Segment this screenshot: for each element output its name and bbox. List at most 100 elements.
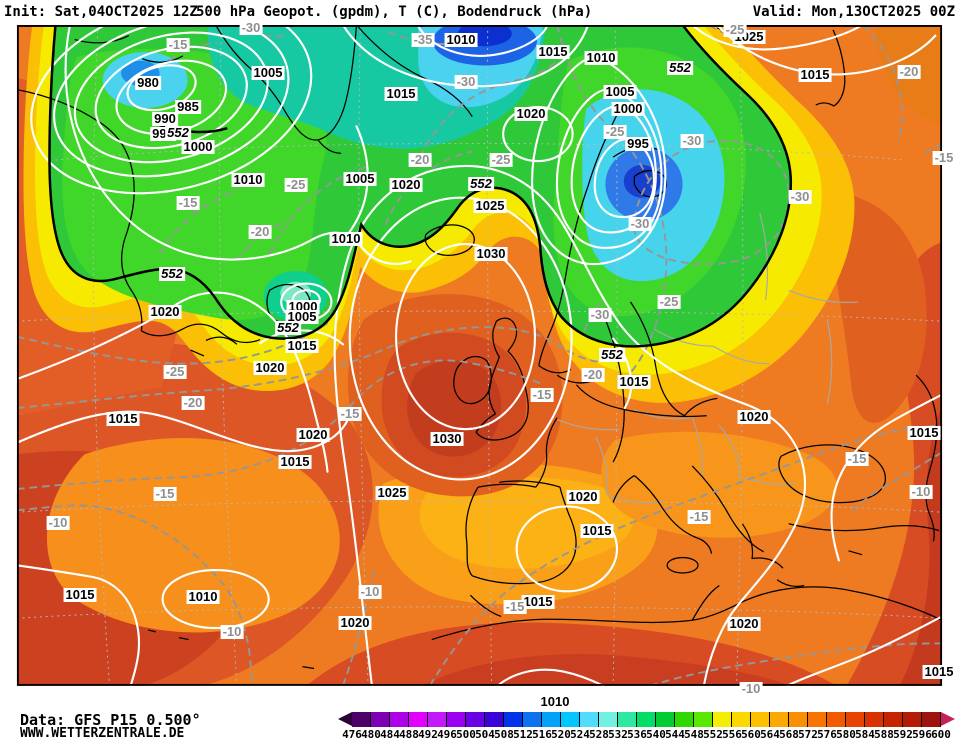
colorbar-tick-label: 500 — [456, 728, 476, 741]
colorbar-cell — [561, 712, 580, 727]
colorbar-tick-label: 600 — [931, 728, 951, 741]
colorbar-cell — [732, 712, 751, 727]
temperature-label: -25 — [603, 124, 627, 139]
temperature-label: -15 — [338, 406, 362, 421]
colorbar-tick-label: 488 — [399, 728, 419, 741]
colorbar-tick-label: 480 — [361, 728, 381, 741]
pressure-label: 1020 — [566, 489, 600, 504]
colorbar-cell — [523, 712, 542, 727]
colorbar-tick-label: 588 — [874, 728, 894, 741]
colorbar-cell — [390, 712, 409, 727]
pressure-label: 1005 — [603, 84, 637, 99]
pressure-label: 980 — [135, 75, 161, 90]
temperature-label: -10 — [909, 484, 933, 499]
valid-time-label: Valid: Mon,13OCT2025 00Z — [752, 4, 955, 20]
colorbar-tick-label: 580 — [836, 728, 856, 741]
colorbar-tick-label: 564 — [760, 728, 780, 741]
geopotential-552-contour — [48, 25, 793, 348]
colorbar-cell — [618, 712, 637, 727]
colorbar-cell — [770, 712, 789, 727]
colorbar-tick-label: 548 — [684, 728, 704, 741]
pressure-label: 1010 — [444, 32, 478, 47]
footer-bar: Data: GFS P15 0.500° WWW.WETTERZENTRALE.… — [0, 710, 959, 741]
pressure-label: 1015 — [106, 411, 140, 426]
geopotential-label: 552 — [275, 320, 301, 335]
pressure-label: 1020 — [737, 409, 771, 424]
pressure-label: 1025 — [473, 198, 507, 213]
colorbar-cell — [808, 712, 827, 727]
temperature-label: -30 — [788, 189, 812, 204]
temperature-label: -25 — [163, 364, 187, 379]
pressure-label: 1005 — [285, 309, 319, 324]
weather-map-svg — [16, 25, 943, 686]
colorbar-cell — [599, 712, 618, 727]
country-borders — [556, 212, 859, 504]
temperature-label: -20 — [897, 64, 921, 79]
colorbar-tick-label: 484 — [380, 728, 400, 741]
colorbar-right-arrow — [941, 712, 955, 726]
colorbar-tick-label: 540 — [646, 728, 666, 741]
temperature-label: -15 — [153, 486, 177, 501]
colorbar-tick-label: 496 — [437, 728, 457, 741]
pressure-label: 1015 — [798, 67, 832, 82]
pressure-label: 985 — [175, 99, 201, 114]
pressure-label: 1015 — [922, 664, 956, 679]
pressure-label: 1025 — [375, 485, 409, 500]
pressure-label: 1015 — [907, 425, 941, 440]
colorbar-tick-label: 592 — [893, 728, 913, 741]
colorbar-cell — [637, 712, 656, 727]
temperature-label: -15 — [845, 451, 869, 466]
colorbar-ticks: 476 480 484 488 492 496 500 504 508 512 516 520 524 5… — [0, 728, 959, 741]
temperature-label: -25 — [723, 22, 747, 37]
colorbar-cell — [371, 712, 390, 727]
colorbar-tick-label: 596 — [912, 728, 932, 741]
chart-title: 500 hPa Geopot. (gpdm), T (C), Bodendruc… — [196, 4, 593, 20]
pressure-label: 1005 — [343, 171, 377, 186]
colorbar-left-arrow — [338, 712, 352, 726]
pressure-label: 990 — [152, 111, 178, 126]
temperature-label: -15 — [530, 387, 554, 402]
header-bar: Init: Sat,04OCT2025 12Z 500 hPa Geopot. … — [0, 0, 959, 25]
pressure-label: 1020 — [338, 615, 372, 630]
temperature-label: -25 — [284, 177, 308, 192]
temperature-label: -30 — [454, 74, 478, 89]
colorbar-tick-label: 576 — [817, 728, 837, 741]
colorbar-tick-label: 556 — [722, 728, 742, 741]
temperature-label: -15 — [166, 37, 190, 52]
colorbar — [338, 712, 955, 727]
temperature-label: -15 — [503, 599, 527, 614]
map-frame — [16, 25, 943, 686]
pressure-label: 1010 — [538, 694, 572, 709]
colorbar-cell — [466, 712, 485, 727]
colorbar-cell — [409, 712, 428, 727]
pressure-label: 1020 — [296, 427, 330, 442]
temperature-label: -35 — [411, 32, 435, 47]
colorbar-cell — [827, 712, 846, 727]
pressure-label: 1015 — [278, 454, 312, 469]
colorbar-cell — [694, 712, 713, 727]
temperature-label: -30 — [588, 307, 612, 322]
temperature-label: -20 — [408, 152, 432, 167]
pressure-label: 1020 — [389, 177, 423, 192]
pressure-label: 1020 — [253, 360, 287, 375]
colorbar-cell — [447, 712, 466, 727]
pressure-label: 1010 — [186, 589, 220, 604]
pressure-label: 1000 — [181, 139, 215, 154]
colorbar-cell — [846, 712, 865, 727]
colorbar-cell — [580, 712, 599, 727]
pressure-label: 1010 — [231, 172, 265, 187]
colorbar-cell — [485, 712, 504, 727]
colorbar-cell — [675, 712, 694, 727]
pressure-label: 1030 — [474, 246, 508, 261]
temperature-label: -20 — [248, 224, 272, 239]
colorbar-tick-label: 528 — [589, 728, 609, 741]
pressure-label: 1010 — [329, 231, 363, 246]
colorbar-cell — [903, 712, 922, 727]
colorbar-tick-label: 516 — [532, 728, 552, 741]
colorbar-tick-label: 568 — [779, 728, 799, 741]
pressure-label: 1015 — [384, 86, 418, 101]
colorbar-cell — [884, 712, 903, 727]
temperature-label: -25 — [489, 152, 513, 167]
temperature-label: -20 — [581, 367, 605, 382]
temperature-label: -20 — [181, 395, 205, 410]
